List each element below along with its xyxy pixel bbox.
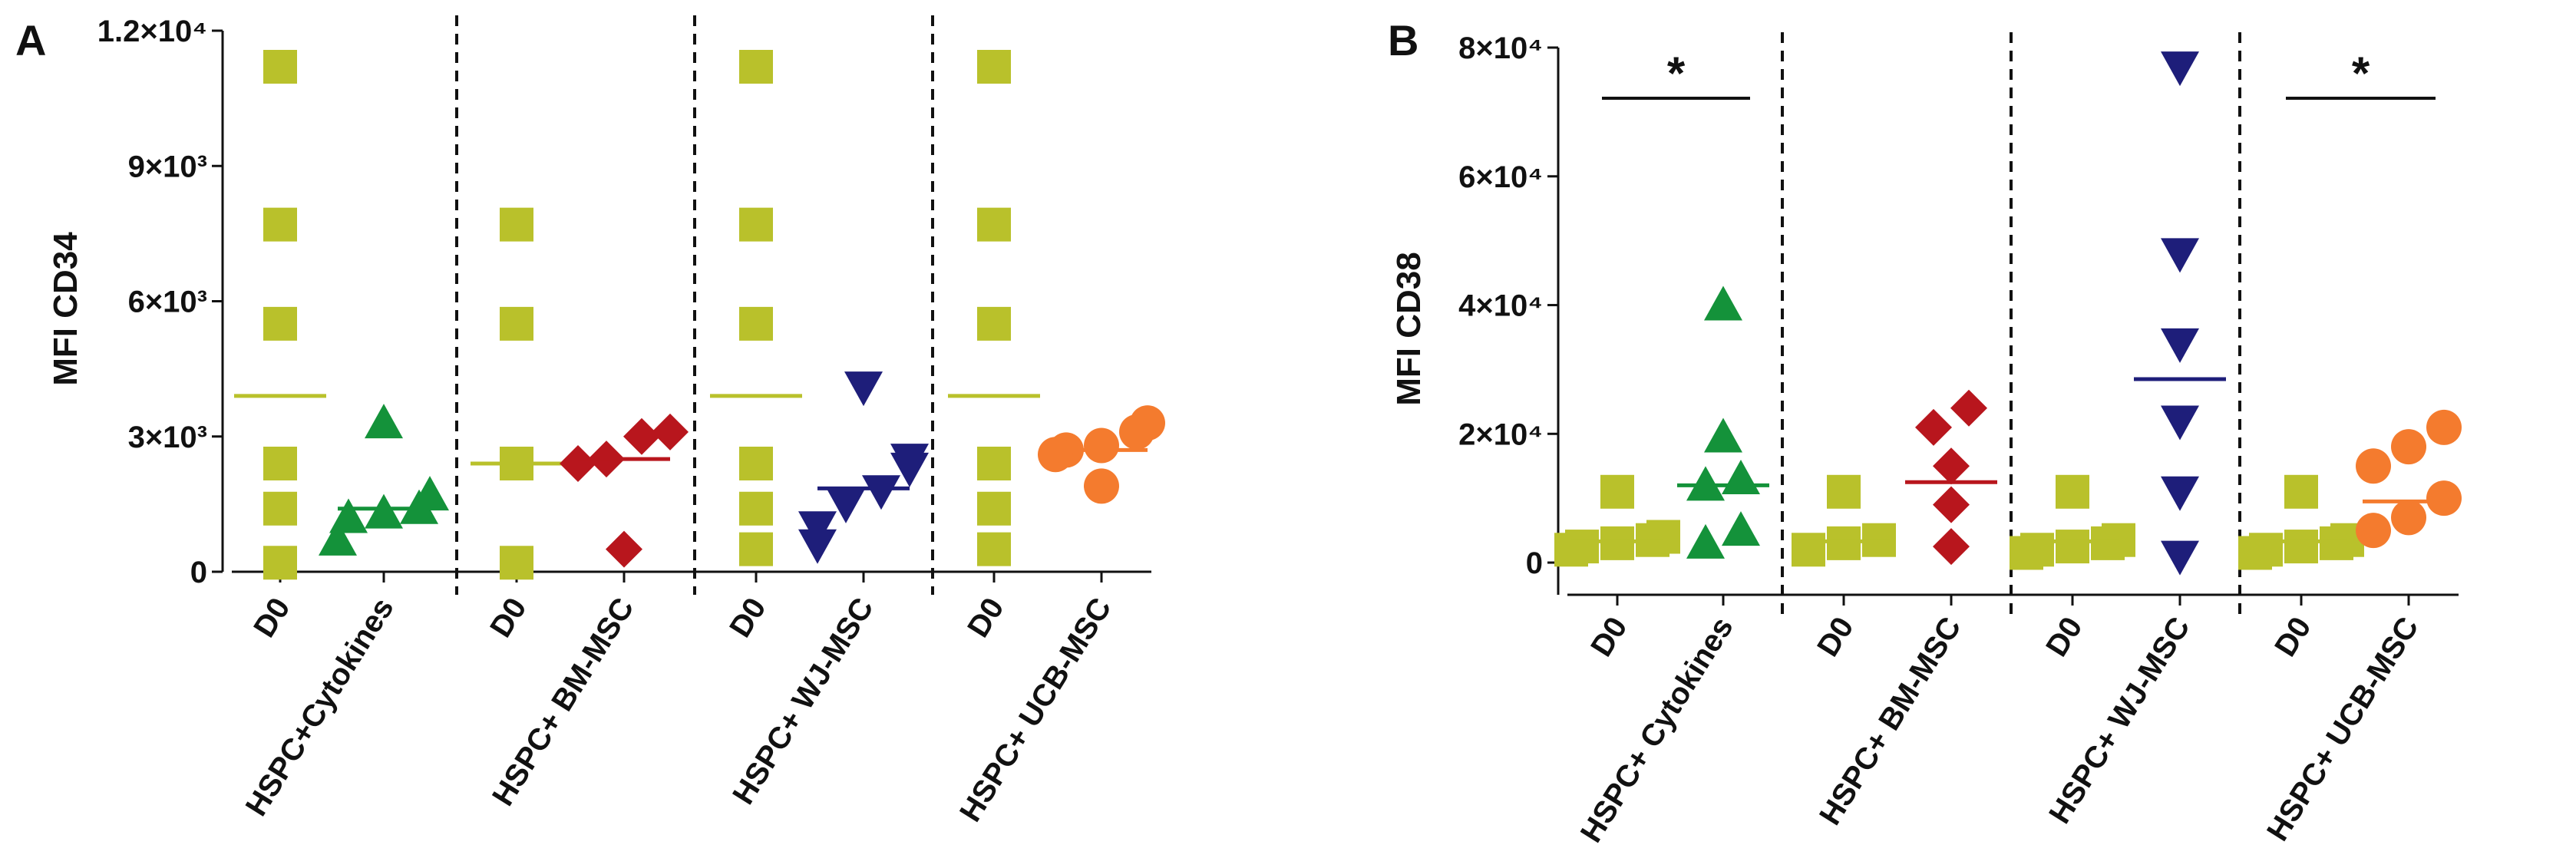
data-point [1038,437,1073,473]
data-point [862,475,900,510]
panel-letter: A [15,16,46,64]
data-point [1915,408,1952,446]
data-point [1950,389,1987,427]
data-point [739,447,773,480]
data-point [2284,530,2318,564]
data-point [365,404,403,439]
data-point [1084,468,1119,504]
x-category-label: D0 [1584,611,1633,662]
data-point [1704,417,1742,453]
data-point [606,530,642,568]
data-point [977,207,1011,242]
data-point [365,493,403,529]
significance-label: * [1667,48,1686,99]
data-point [739,532,773,566]
data-point [739,306,773,341]
data-point [500,306,533,341]
x-category-label: D0 [247,592,296,643]
x-category-label: D0 [1811,611,1860,662]
x-category-label: D0 [2268,611,2317,662]
data-point [263,491,297,526]
data-point [977,306,1011,341]
x-category-label: D0 [2039,611,2089,662]
data-point [1600,526,1634,560]
data-point [890,452,929,487]
data-point [1600,474,1634,509]
x-category-label: D0 [723,592,772,643]
panel-letter: B [1388,16,1418,64]
data-point [2356,513,2391,549]
data-point [739,491,773,526]
y-tick-label: 2×10⁴ [1458,417,1543,451]
data-point [263,207,297,242]
data-point [1933,447,1970,485]
data-point [977,50,1011,84]
data-point [2391,500,2426,536]
data-point [1646,520,1680,554]
data-point [2161,238,2199,273]
data-point [1686,523,1725,559]
data-point [1722,511,1760,546]
data-point [2161,328,2199,363]
data-point [1565,530,1599,564]
y-tick-label: 8×10⁴ [1458,31,1543,65]
data-point [977,491,1011,526]
data-point [739,207,773,242]
data-point [500,546,533,580]
data-point [500,207,533,242]
data-point [1933,486,1970,523]
data-point [652,413,689,451]
data-point [1827,526,1861,560]
y-axis-title: MFI CD38 [1390,252,1428,405]
data-point [1933,528,1970,566]
y-tick-label: 6×10³ [128,285,207,319]
data-point [2056,474,2089,509]
data-point [1722,460,1760,495]
data-point [1704,285,1742,321]
data-point [263,50,297,84]
data-point [2426,480,2462,517]
data-point [2161,405,2199,441]
data-point [623,417,660,455]
y-tick-label: 6×10⁴ [1458,160,1543,194]
data-point [1119,414,1154,450]
y-tick-label: 1.2×10⁴ [97,15,207,48]
y-tick-label: 0 [190,556,207,589]
x-category-label: D0 [961,592,1010,643]
data-point [263,447,297,480]
x-category-label: D0 [484,592,533,643]
y-tick-label: 4×10⁴ [1458,289,1543,323]
data-point [560,445,596,482]
data-point [2391,429,2426,465]
data-point [739,50,773,84]
data-point [2161,51,2199,87]
data-point [2426,409,2462,445]
data-point [2056,530,2089,564]
data-point [1792,533,1825,567]
data-point [798,511,837,546]
significance-label: * [2352,48,2370,99]
data-point [319,520,357,556]
data-point [2284,474,2318,509]
data-point [263,306,297,341]
y-axis-title: MFI CD34 [47,232,84,386]
data-point [827,488,865,523]
data-point [1084,427,1119,464]
data-point [798,529,837,564]
y-tick-label: 9×10³ [128,150,207,183]
data-point [2161,540,2199,576]
data-point [844,371,883,407]
data-point [2161,476,2199,511]
data-point [1827,474,1861,509]
data-point [263,546,297,580]
y-tick-label: 3×10³ [128,421,207,454]
data-point [2356,448,2391,484]
data-point [977,447,1011,480]
data-point [977,532,1011,566]
y-tick-label: 0 [1526,546,1543,580]
